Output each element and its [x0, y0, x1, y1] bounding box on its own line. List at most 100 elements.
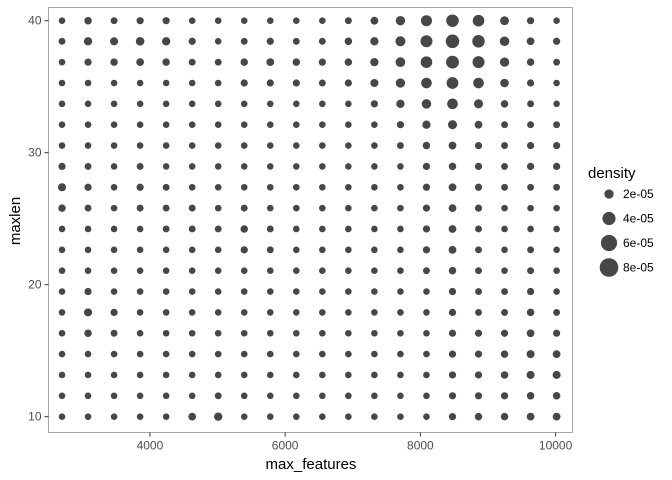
data-point	[162, 163, 170, 170]
data-point	[319, 309, 326, 316]
data-point	[293, 392, 300, 400]
data-point	[345, 371, 352, 379]
data-point	[445, 34, 460, 49]
data-point	[161, 37, 171, 46]
data-point	[84, 100, 92, 108]
data-point	[136, 267, 144, 274]
data-point	[371, 121, 378, 128]
data-point	[188, 392, 196, 400]
data-point	[345, 350, 352, 358]
data-point	[500, 329, 509, 337]
data-point	[395, 78, 406, 88]
data-point	[472, 14, 485, 27]
data-point	[214, 58, 222, 66]
data-point	[84, 183, 92, 191]
data-point	[240, 246, 248, 254]
data-point	[423, 309, 430, 316]
data-point	[318, 58, 326, 66]
data-point	[448, 350, 457, 358]
data-point	[345, 392, 352, 400]
data-point	[240, 17, 248, 25]
data-point	[214, 350, 222, 358]
data-point	[214, 371, 222, 379]
data-point	[162, 100, 170, 108]
data-point	[58, 371, 66, 379]
data-point	[136, 225, 144, 233]
data-point	[526, 58, 535, 66]
x-tick-label: 8000	[407, 439, 434, 453]
data-point	[214, 204, 222, 212]
data-point	[162, 413, 170, 420]
y-tick-label: 20	[28, 278, 42, 292]
data-point	[344, 37, 353, 46]
data-point	[240, 225, 248, 233]
data-point	[371, 163, 378, 170]
data-point	[397, 288, 404, 295]
data-point	[319, 329, 326, 337]
data-point	[240, 121, 248, 128]
data-point	[319, 267, 326, 274]
legend-title: density	[588, 165, 636, 182]
data-point	[474, 204, 483, 212]
data-point	[240, 329, 248, 337]
data-point	[526, 141, 535, 150]
data-point	[475, 288, 482, 295]
data-point	[240, 183, 248, 191]
data-point	[345, 204, 352, 212]
data-point	[84, 204, 92, 212]
data-point	[395, 57, 406, 68]
data-point	[447, 120, 458, 130]
x-tick-label: 10000	[539, 439, 573, 453]
data-point	[58, 246, 66, 254]
y-tick-label: 30	[28, 146, 42, 160]
data-point	[58, 37, 66, 45]
data-point	[421, 99, 432, 109]
y-tick-label: 10	[28, 410, 42, 424]
data-point	[446, 55, 459, 69]
data-point	[214, 225, 222, 233]
data-point	[448, 413, 457, 421]
data-point	[110, 267, 118, 274]
data-point	[345, 183, 352, 191]
data-point	[214, 17, 222, 25]
data-point	[553, 58, 561, 66]
data-point	[552, 412, 561, 421]
data-point	[214, 163, 222, 170]
data-point	[448, 266, 457, 275]
data-point	[371, 288, 378, 295]
data-point	[188, 142, 196, 149]
data-point	[371, 371, 378, 379]
legend-key	[599, 258, 619, 277]
data-point	[371, 329, 378, 337]
legend-key	[604, 189, 614, 199]
x-tick-label: 6000	[272, 439, 299, 453]
data-point	[136, 100, 144, 108]
data-point	[293, 288, 300, 295]
data-point	[136, 246, 144, 254]
data-point	[136, 413, 144, 420]
data-point	[344, 79, 352, 87]
data-point	[447, 98, 458, 110]
data-point	[500, 371, 509, 379]
points-layer	[57, 14, 561, 421]
data-point	[293, 350, 300, 358]
data-point	[110, 79, 118, 87]
data-point	[214, 412, 223, 421]
legend-label: 6e-05	[623, 236, 654, 250]
data-point	[136, 329, 144, 337]
data-point	[240, 58, 248, 66]
data-point	[319, 17, 326, 25]
data-point	[266, 204, 274, 212]
data-point	[58, 413, 66, 420]
data-point	[266, 246, 274, 254]
data-point	[397, 183, 404, 191]
data-point	[473, 77, 484, 89]
data-point	[319, 350, 326, 358]
data-point	[422, 162, 431, 171]
data-point	[345, 246, 352, 254]
data-point	[448, 141, 457, 150]
data-point	[553, 308, 561, 316]
data-point	[553, 79, 560, 87]
data-point	[423, 371, 430, 379]
